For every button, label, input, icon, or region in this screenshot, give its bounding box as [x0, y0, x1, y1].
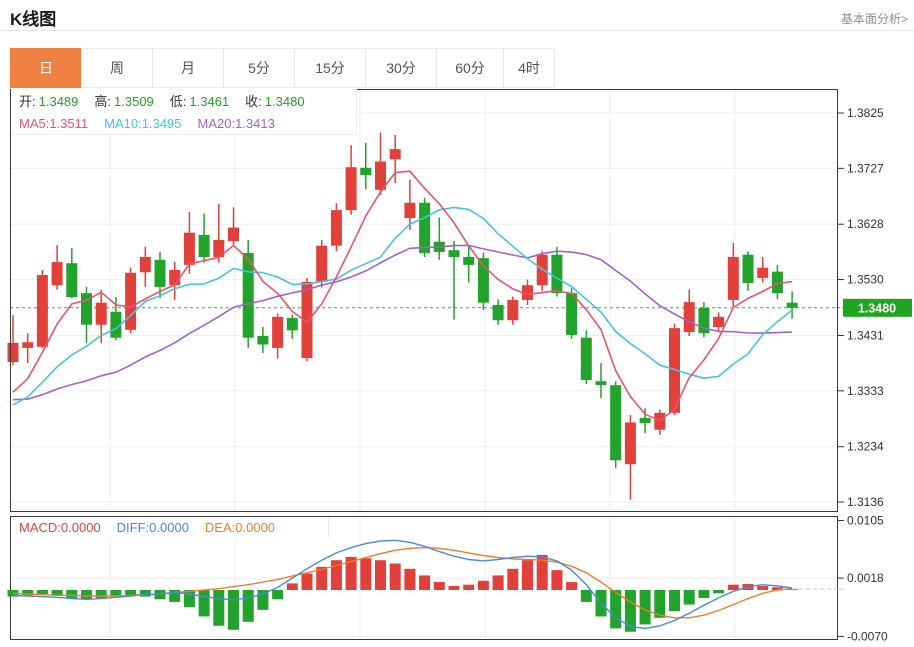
ma10-label: MA10: — [104, 116, 142, 131]
high-value: 1.3509 — [114, 94, 154, 109]
ma10-line — [12, 206, 793, 406]
tab-日[interactable]: 日 — [10, 48, 82, 88]
open-label: 开: — [19, 94, 36, 109]
ma20-line — [12, 244, 793, 401]
macd-axis: 0.0105 0.0018 -0.0070 — [838, 513, 888, 643]
page-title: K线图 — [10, 10, 57, 29]
macd-legend: MACD:0.0000 DIFF:0.0000 DEA:0.0000 — [11, 517, 329, 538]
dea-value: 0.0000 — [235, 520, 276, 535]
ma5-line — [12, 170, 793, 422]
tab-周[interactable]: 周 — [81, 48, 153, 88]
close-label: 收: — [245, 94, 262, 109]
svg-text:1.3628: 1.3628 — [847, 217, 884, 231]
fundamental-analysis-link[interactable]: 基本面分析> — [840, 12, 908, 26]
ma-row: MA5:1.3511 MA10:1.3495 MA20:1.3413 — [19, 113, 356, 135]
svg-text:1.3431: 1.3431 — [847, 328, 884, 342]
close-value: 1.3480 — [264, 94, 305, 109]
ma5-value: 1.3511 — [49, 116, 89, 131]
ma10-value: 1.3495 — [141, 116, 182, 131]
diff-value: 0.0000 — [149, 520, 189, 535]
ma20-value: 1.3413 — [235, 116, 275, 131]
gridlines — [10, 89, 838, 640]
period-tab-bar: 日周月 5分 15分 30分 60分 4时 — [10, 48, 555, 88]
ma5-label: MA5: — [19, 116, 50, 131]
low-value: 1.3461 — [189, 94, 230, 109]
macd-histogram — [7, 554, 798, 632]
svg-text:1.3825: 1.3825 — [847, 106, 884, 120]
last-price-badge — [843, 298, 912, 317]
tab-30分[interactable]: 30分 — [365, 48, 437, 88]
candles — [7, 132, 798, 500]
low-label: 低: — [169, 94, 187, 109]
svg-text:1.3333: 1.3333 — [847, 384, 884, 398]
open-value: 1.3489 — [38, 94, 79, 109]
macd-panel-frame — [10, 516, 838, 640]
tab-4时[interactable]: 4时 — [503, 48, 555, 88]
tab-5分[interactable]: 5分 — [223, 48, 295, 88]
price-panel-frame — [10, 89, 838, 512]
price-legend: 开: 1.3489 高: 1.3509 低: 1.3461 收: 1.3480 MA5:1.3… — [11, 89, 357, 135]
svg-text:-0.0070: -0.0070 — [847, 629, 888, 643]
svg-text:0.0105: 0.0105 — [847, 513, 884, 527]
last-price-badge-text: 1.3480 — [858, 301, 896, 315]
svg-text:1.3530: 1.3530 — [847, 273, 884, 287]
svg-text:1.3234: 1.3234 — [847, 440, 884, 454]
macd-label: MACD: — [19, 520, 61, 535]
svg-text:1.3727: 1.3727 — [847, 161, 884, 175]
svg-text:1.3136: 1.3136 — [847, 495, 884, 509]
ma20-label: MA20: — [197, 116, 236, 131]
tab-月[interactable]: 月 — [152, 48, 224, 88]
ohlc-row: 开: 1.3489 高: 1.3509 低: 1.3461 收: 1.3480 — [19, 91, 356, 113]
macd-value: 0.0000 — [60, 520, 101, 535]
tab-15分[interactable]: 15分 — [294, 48, 366, 88]
svg-text:0.0018: 0.0018 — [847, 571, 884, 585]
title-divider — [0, 30, 914, 31]
price-axis: 1.3825 1.3727 1.3628 1.3530 1.3431 1.3333 1.32… — [838, 106, 884, 509]
diff-label: DIFF: — [116, 520, 150, 535]
diff-line — [12, 539, 793, 630]
tab-60分[interactable]: 60分 — [436, 48, 504, 88]
high-label: 高: — [94, 94, 112, 109]
dea-label: DEA: — [204, 520, 236, 535]
